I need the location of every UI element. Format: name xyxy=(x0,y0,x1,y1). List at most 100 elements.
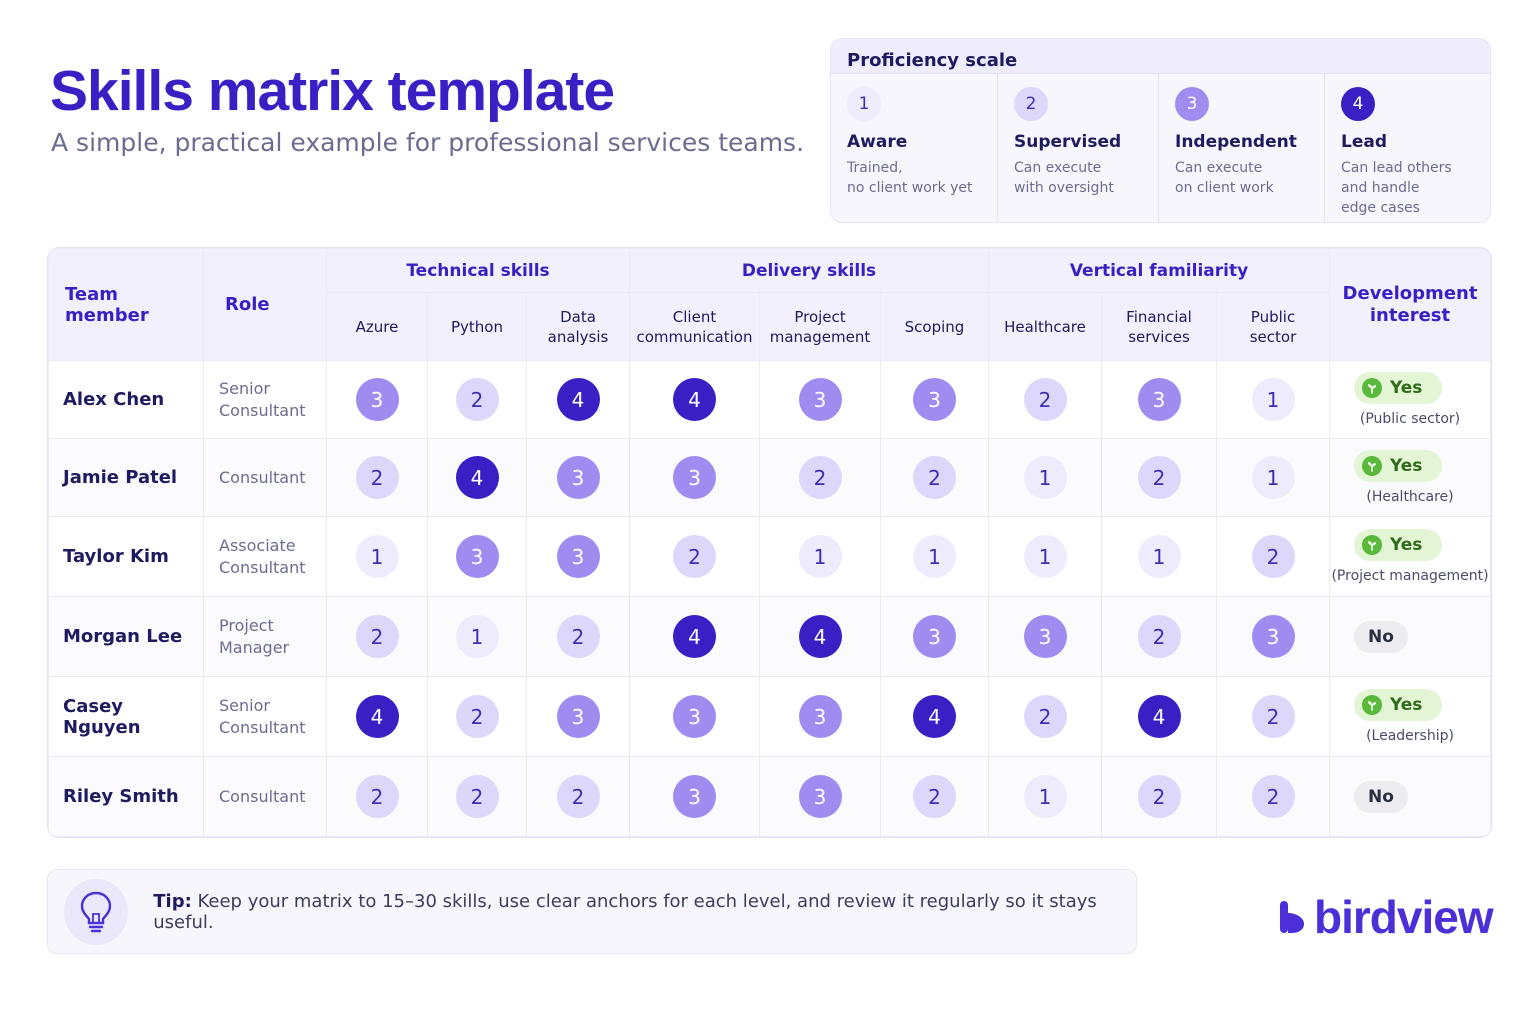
score-cell: 1 xyxy=(326,516,428,597)
score-cell: 1 xyxy=(1101,516,1217,597)
skill-header: Azure xyxy=(326,292,428,361)
development-interest-cell: Yes (Project management) xyxy=(1329,516,1491,597)
score-badge: 3 xyxy=(556,535,600,578)
interest-note: (Healthcare) xyxy=(1366,489,1454,505)
table-row: Jamie Patel Consultant 2 4 3 3 2 2 1 2 1 Yes (Health… xyxy=(48,438,1491,517)
lightbulb-icon xyxy=(64,878,129,945)
header-role: Role xyxy=(203,248,327,361)
skill-header: Healthcare xyxy=(988,292,1102,361)
score-badge: 2 xyxy=(355,456,399,499)
member-role: Associate Consultant xyxy=(203,516,327,597)
score-cell: 2 xyxy=(1216,756,1330,837)
score-cell: 2 xyxy=(326,756,428,837)
score-badge: 1 xyxy=(1023,456,1067,499)
score-cell: 1 xyxy=(880,516,989,597)
score-cell: 1 xyxy=(988,756,1102,837)
score-badge: 2 xyxy=(913,775,956,818)
sprout-icon xyxy=(1362,378,1382,398)
score-badge: 1 xyxy=(913,535,956,578)
score-cell: 3 xyxy=(759,360,881,439)
score-badge: 2 xyxy=(355,615,399,658)
score-cell: 2 xyxy=(427,756,527,837)
skill-header: Client communication xyxy=(629,292,760,361)
score-cell: 2 xyxy=(880,756,989,837)
interest-no-badge: No xyxy=(1354,620,1408,653)
development-interest-cell: No xyxy=(1329,756,1491,837)
score-cell: 4 xyxy=(880,676,989,757)
level-name: Independent xyxy=(1175,132,1297,152)
birdview-logo-word: birdview xyxy=(1314,891,1494,943)
score-badge: 2 xyxy=(1137,615,1181,658)
interest-note: (Leadership) xyxy=(1366,728,1454,744)
member-name: Alex Chen xyxy=(48,360,204,439)
score-cell: 4 xyxy=(526,360,630,439)
score-badge: 2 xyxy=(1137,775,1181,818)
score-cell: 2 xyxy=(326,438,428,517)
score-badge: 2 xyxy=(355,775,399,818)
score-badge: 4 xyxy=(913,695,956,738)
score-badge: 4 xyxy=(673,378,716,421)
score-badge: 2 xyxy=(1251,775,1295,818)
development-interest-cell: Yes (Public sector) xyxy=(1329,360,1491,439)
skill-header: Financial services xyxy=(1101,292,1217,361)
level-badge: 2 xyxy=(1014,87,1048,121)
score-badge: 1 xyxy=(1137,535,1181,578)
table-row: Taylor Kim Associate Consultant 1 3 3 2 1 1 1 1 2 Y… xyxy=(48,516,1491,597)
score-cell: 4 xyxy=(629,360,760,439)
score-badge: 2 xyxy=(455,378,499,421)
table-row: Alex Chen Senior Consultant 3 2 4 4 3 3 2 3 1 Yes (P… xyxy=(48,360,1491,439)
skills-matrix-table: Team member Role Technical skills Delive… xyxy=(47,247,1492,838)
level-description: Can execute on client work xyxy=(1175,160,1274,196)
score-badge: 4 xyxy=(1137,695,1181,738)
score-badge: 3 xyxy=(455,535,499,578)
score-cell: 2 xyxy=(759,438,881,517)
score-badge: 2 xyxy=(556,615,600,658)
birdview-logo-mark xyxy=(1280,901,1304,933)
score-cell: 2 xyxy=(988,676,1102,757)
member-role: Senior Consultant xyxy=(203,676,327,757)
score-cell: 3 xyxy=(1216,596,1330,677)
score-badge: 3 xyxy=(913,378,956,421)
score-cell: 4 xyxy=(629,596,760,677)
score-badge: 3 xyxy=(673,695,716,738)
score-badge: 1 xyxy=(455,615,499,658)
score-cell: 3 xyxy=(759,756,881,837)
score-badge: 3 xyxy=(1137,378,1181,421)
score-cell: 3 xyxy=(526,676,630,757)
interest-value: Yes xyxy=(1390,695,1423,715)
skill-header: Project management xyxy=(759,292,881,361)
score-badge: 4 xyxy=(673,615,716,658)
level-name: Supervised xyxy=(1014,132,1122,152)
member-name: Morgan Lee xyxy=(48,596,204,677)
score-cell: 1 xyxy=(1216,438,1330,517)
score-badge: 2 xyxy=(1137,456,1181,499)
group-delivery-skills: Delivery skills xyxy=(629,248,989,293)
score-cell: 2 xyxy=(1101,438,1217,517)
score-cell: 3 xyxy=(759,676,881,757)
score-cell: 3 xyxy=(629,438,760,517)
tip-body: Keep your matrix to 15–30 skills, use cl… xyxy=(153,890,1097,933)
interest-yes-badge: Yes xyxy=(1354,689,1443,721)
group-technical-skills: Technical skills xyxy=(326,248,630,293)
score-badge: 4 xyxy=(798,615,842,658)
score-badge: 2 xyxy=(913,456,956,499)
tip-label: Tip: xyxy=(153,890,192,912)
score-cell: 4 xyxy=(1101,676,1217,757)
member-role: Consultant xyxy=(203,756,327,837)
sprout-icon xyxy=(1362,535,1382,555)
score-cell: 2 xyxy=(526,596,630,677)
score-cell: 4 xyxy=(759,596,881,677)
interest-yes-badge: Yes xyxy=(1354,372,1443,404)
scale-level-2: 2 Supervised Can execute with oversight xyxy=(997,74,1158,222)
member-name: Casey Nguyen xyxy=(48,676,204,757)
score-cell: 4 xyxy=(427,438,527,517)
score-cell: 2 xyxy=(629,516,760,597)
table-row: Casey Nguyen Senior Consultant 4 2 3 3 3 4 2 4 2 Ye… xyxy=(48,676,1491,757)
birdview-logo: birdview xyxy=(1278,890,1494,944)
group-vertical-familiarity: Vertical familiarity xyxy=(988,248,1330,293)
skill-header: Public sector xyxy=(1216,292,1330,361)
development-interest-cell: No xyxy=(1329,596,1491,677)
score-cell: 1 xyxy=(988,438,1102,517)
score-cell: 2 xyxy=(427,360,527,439)
score-badge: 1 xyxy=(355,535,399,578)
